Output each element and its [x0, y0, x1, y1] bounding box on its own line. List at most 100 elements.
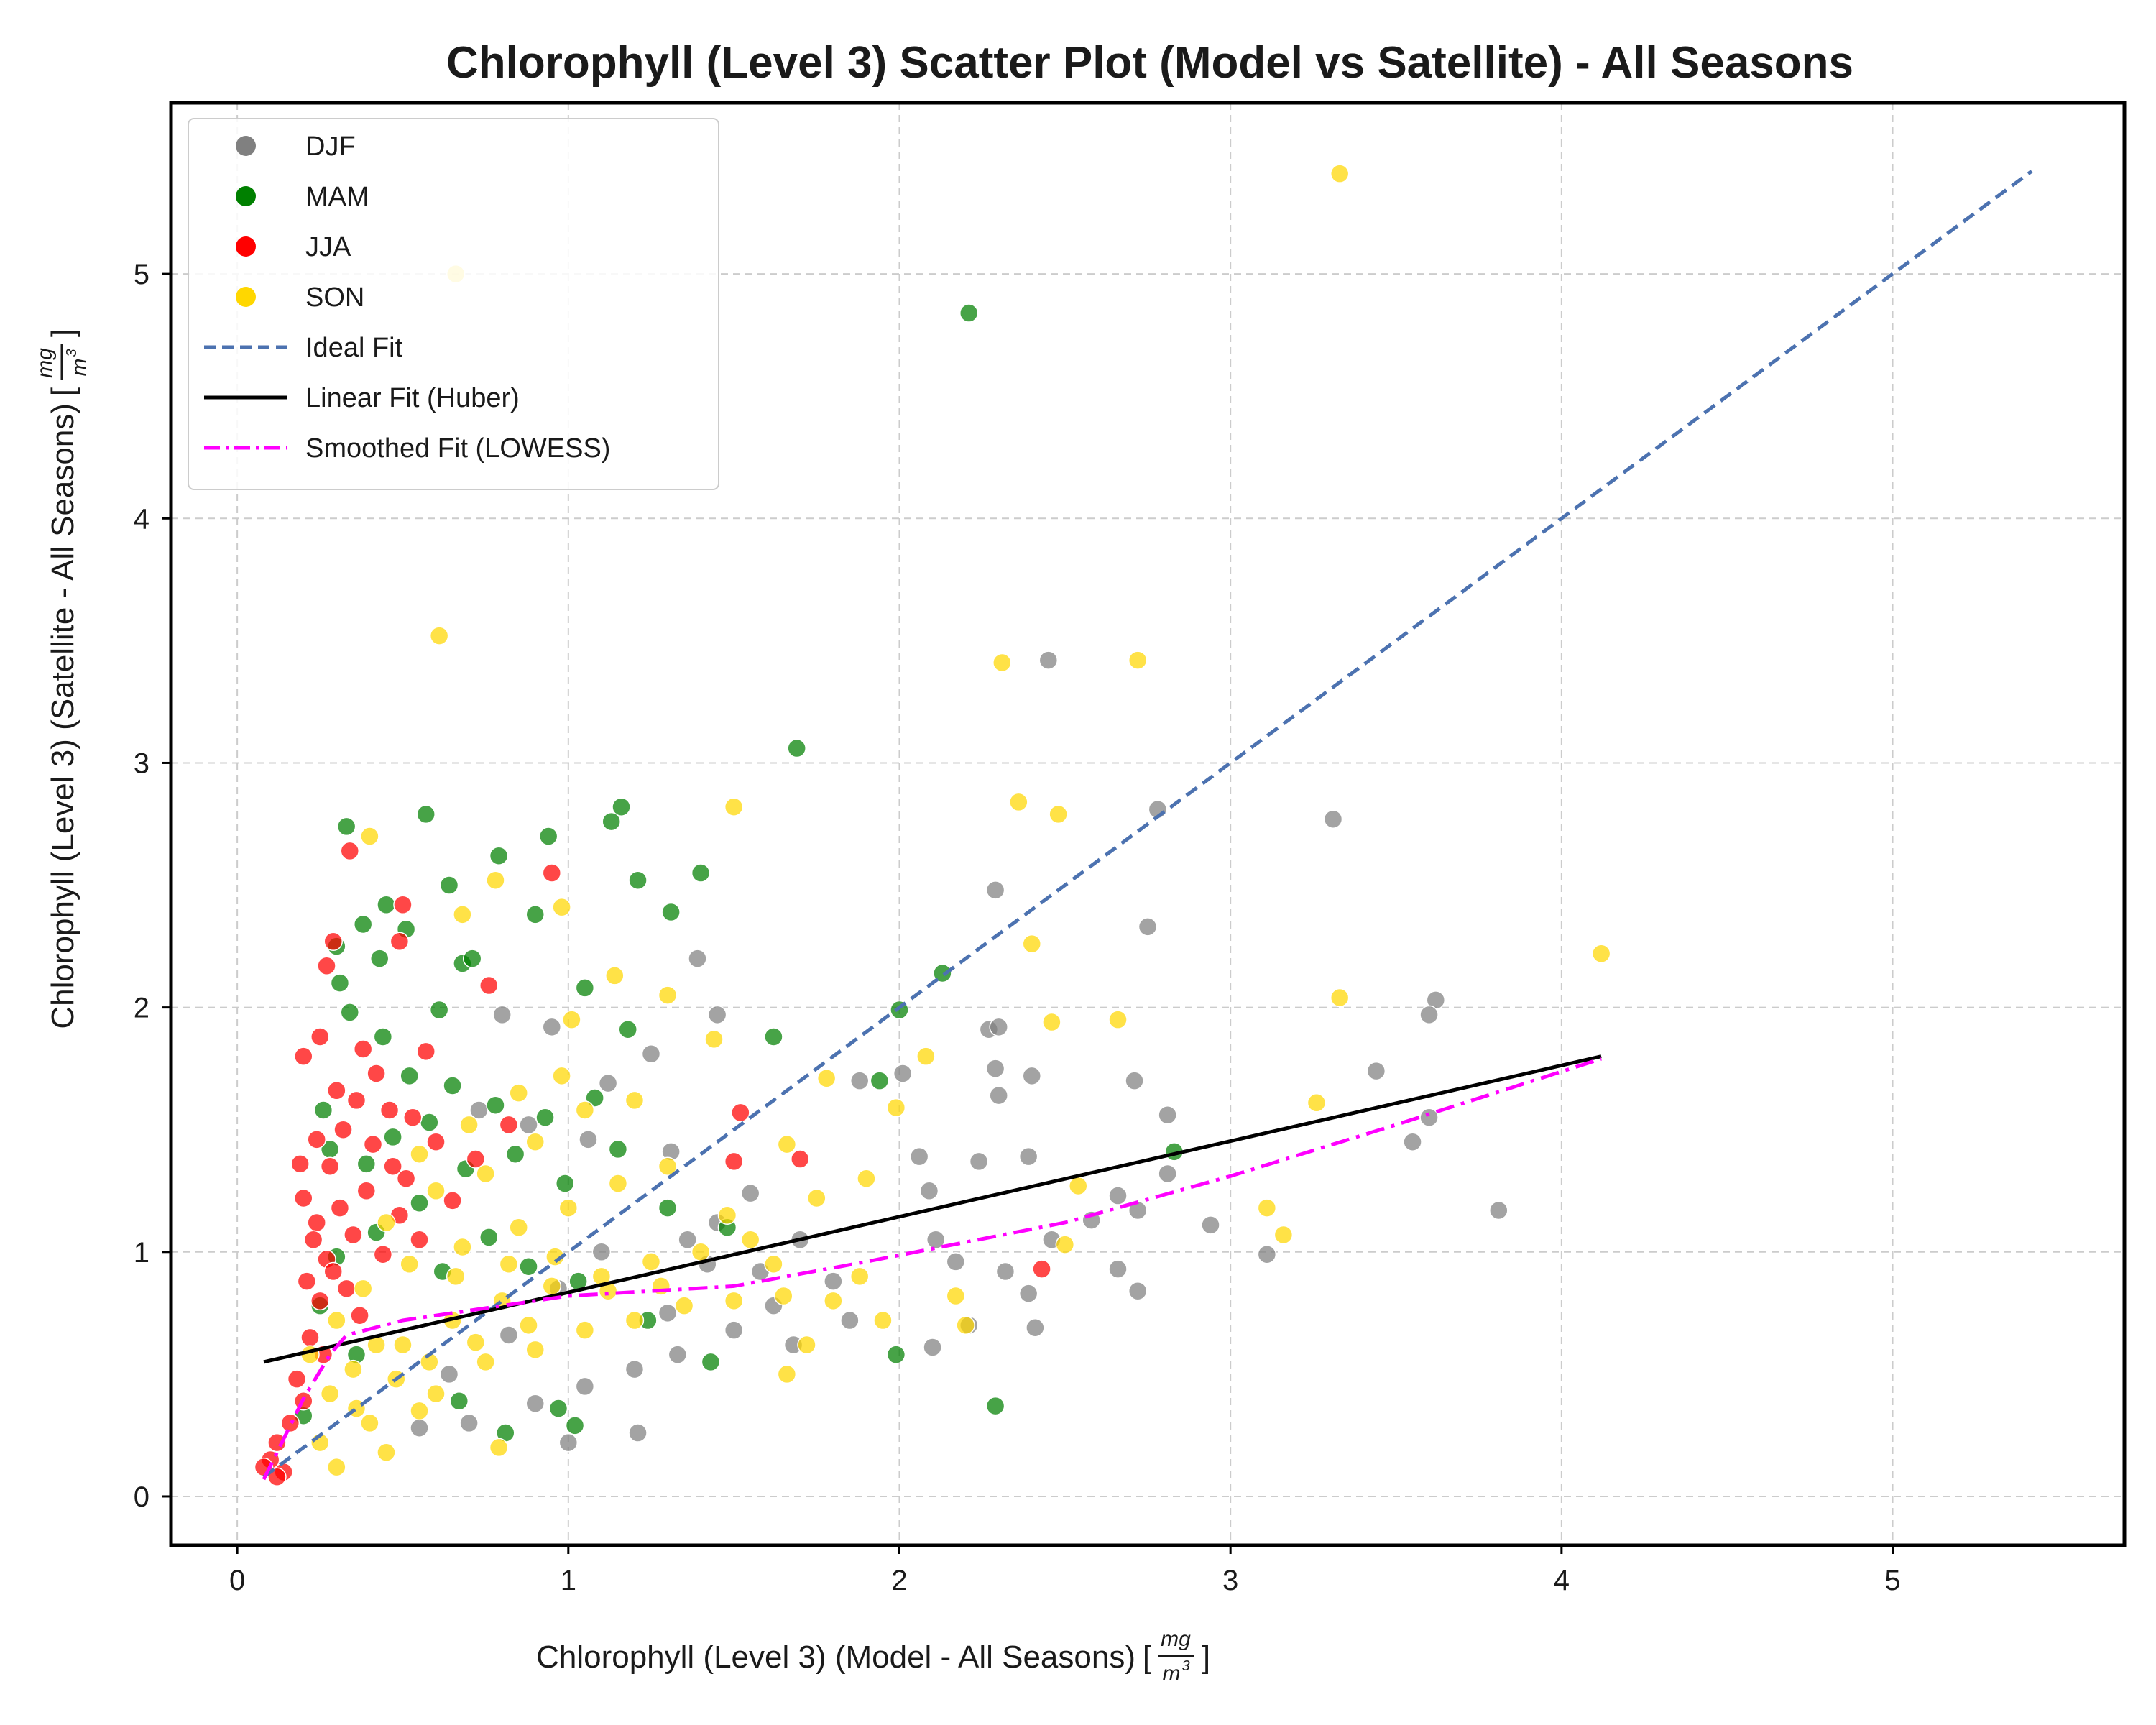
point-son — [562, 1010, 581, 1029]
point-jja — [379, 1100, 400, 1120]
point-son — [320, 1384, 340, 1404]
point-djf — [499, 1325, 519, 1345]
point-jja — [466, 1149, 486, 1169]
point-jja — [383, 1156, 402, 1176]
point-son — [1591, 944, 1611, 964]
x-axis-label: Chlorophyll (Level 3) (Model - All Seaso… — [536, 1627, 1210, 1685]
legend-item-son: SON — [236, 282, 364, 313]
point-son — [446, 1266, 466, 1287]
point-djf — [628, 1423, 648, 1443]
point-jja — [280, 1413, 300, 1433]
point-djf — [625, 1359, 645, 1379]
point-djf — [459, 1413, 479, 1433]
point-mam — [373, 1027, 393, 1046]
point-son — [1108, 1010, 1128, 1029]
point-djf — [840, 1310, 860, 1330]
y-tick-label: 1 — [134, 1237, 149, 1269]
point-mam — [985, 1396, 1005, 1416]
point-son — [393, 1335, 413, 1355]
y-tick-label: 3 — [134, 748, 149, 779]
point-son — [509, 1083, 528, 1103]
svg-text:3: 3 — [1181, 1658, 1189, 1674]
x-tick-label: 4 — [1554, 1565, 1570, 1596]
point-djf — [591, 1242, 612, 1262]
point-djf — [946, 1252, 966, 1271]
point-mam — [608, 1139, 628, 1159]
point-mam — [538, 827, 558, 846]
y-axis-label: Chlorophyll (Level 3) (Satellite - All S… — [33, 328, 91, 1029]
series-son — [300, 164, 1611, 1477]
y-tick-label: 5 — [134, 259, 149, 290]
svg-text:Chlorophyll (Level 3) (Satelli: Chlorophyll (Level 3) (Satellite - All S… — [45, 403, 80, 1029]
point-son — [724, 1291, 744, 1311]
legend-marker — [236, 186, 256, 206]
point-son — [658, 985, 678, 1005]
point-son — [625, 1310, 645, 1330]
point-mam — [618, 1019, 637, 1039]
point-djf — [1201, 1215, 1220, 1235]
point-jja — [350, 1305, 369, 1325]
point-jja — [333, 1120, 353, 1139]
point-son — [1330, 988, 1350, 1008]
point-djf — [995, 1261, 1015, 1282]
point-son — [1273, 1225, 1294, 1245]
point-djf — [985, 880, 1005, 900]
legend-label: Linear Fit (Huber) — [305, 383, 520, 413]
point-son — [426, 1181, 446, 1201]
point-djf — [893, 1064, 913, 1083]
point-djf — [1158, 1164, 1177, 1184]
point-son — [873, 1310, 893, 1330]
point-jja — [416, 1041, 436, 1062]
point-mam — [383, 1127, 402, 1147]
point-jja — [499, 1115, 519, 1135]
point-son — [410, 1144, 429, 1164]
point-son — [658, 1156, 678, 1176]
point-djf — [579, 1130, 598, 1149]
point-son — [777, 1364, 797, 1384]
legend-label: Smoothed Fit (LOWESS) — [305, 433, 610, 464]
fit-lines — [262, 170, 2033, 1481]
point-djf — [849, 1071, 870, 1090]
y-tick-label: 0 — [134, 1481, 149, 1513]
point-mam — [701, 1352, 721, 1372]
point-son — [476, 1352, 495, 1372]
point-jja — [310, 1027, 330, 1046]
point-son — [807, 1188, 826, 1208]
point-jja — [323, 932, 343, 952]
point-mam — [658, 1198, 678, 1218]
point-son — [886, 1098, 906, 1118]
point-djf — [688, 949, 707, 968]
point-djf — [678, 1230, 697, 1250]
point-mam — [489, 846, 509, 865]
point-jja — [320, 1156, 340, 1176]
point-son — [1069, 1176, 1088, 1196]
point-jja — [327, 1081, 346, 1100]
point-jja — [479, 975, 499, 995]
axis-ticks: 0 1 2 3 4 5 0 1 2 3 4 5 — [134, 259, 1901, 1596]
point-son — [608, 1174, 628, 1193]
point-mam — [462, 949, 482, 968]
point-djf — [542, 1017, 562, 1037]
point-mam — [787, 738, 806, 758]
point-son — [704, 1029, 724, 1049]
point-son — [824, 1291, 843, 1311]
point-jja — [294, 1188, 313, 1208]
point-son — [1022, 934, 1042, 954]
point-djf — [1323, 809, 1343, 829]
point-mam — [420, 1113, 439, 1132]
point-son — [641, 1252, 661, 1271]
point-son — [426, 1384, 446, 1404]
point-mam — [565, 1416, 585, 1435]
point-son — [1055, 1235, 1075, 1254]
legend-label: JJA — [305, 232, 351, 262]
point-djf — [1257, 1244, 1277, 1264]
point-mam — [764, 1027, 783, 1046]
point-jja — [307, 1130, 326, 1149]
point-son — [410, 1401, 429, 1421]
point-djf — [926, 1230, 946, 1250]
point-djf — [919, 1181, 939, 1201]
legend-label: Ideal Fit — [305, 333, 403, 363]
point-jja — [356, 1181, 377, 1201]
point-jja — [344, 1225, 363, 1245]
